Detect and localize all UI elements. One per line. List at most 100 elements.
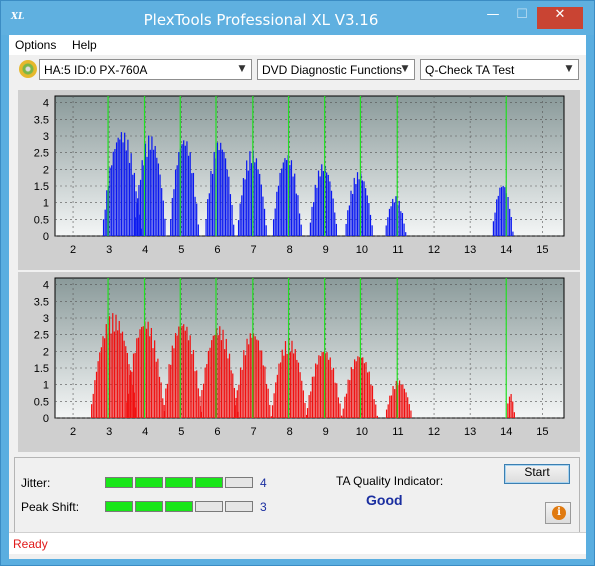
histogram-bar — [295, 193, 297, 236]
y-tick-label: 3 — [43, 131, 49, 143]
histogram-bar — [400, 211, 402, 236]
histogram-bar — [271, 405, 274, 418]
histogram-bar — [163, 404, 165, 418]
histogram-bar — [298, 213, 301, 236]
histogram-bar — [344, 396, 346, 418]
title-bar[interactable]: XL PlexTools Professional XL V3.16 — ☐ ✕ — [1, 1, 594, 35]
x-tick-label: 7 — [250, 426, 256, 438]
histogram-bar — [143, 165, 145, 236]
histogram-bar — [508, 396, 511, 418]
histogram-bar — [207, 350, 210, 418]
histogram-bar — [329, 181, 331, 236]
y-tick-label: 4 — [43, 280, 49, 292]
histogram-bar — [159, 174, 161, 236]
histogram-bar — [352, 193, 354, 236]
histogram-bar — [504, 187, 506, 236]
histogram-bar — [181, 144, 183, 236]
histogram-bar — [297, 362, 300, 418]
info-button[interactable]: i — [545, 502, 571, 524]
maximize-button[interactable]: ☐ — [516, 7, 528, 22]
histogram-bar — [100, 347, 102, 418]
menu-bar: Options Help — [9, 35, 586, 55]
histogram-bar — [91, 404, 93, 418]
histogram-bar — [105, 324, 107, 418]
histogram-bar — [331, 369, 333, 418]
histogram-bar — [207, 199, 209, 236]
x-tick-label: 8 — [287, 244, 293, 256]
histogram-bar — [231, 204, 233, 236]
histogram-bar — [211, 173, 214, 236]
histogram-bar — [358, 179, 360, 236]
x-tick-label: 15 — [536, 244, 548, 256]
histogram-bar — [350, 190, 352, 236]
drive-select[interactable]: HA:5 ID:0 PX-760A ▼ — [39, 59, 252, 80]
y-tick-label: 0 — [43, 231, 49, 243]
histogram-bar — [291, 340, 293, 418]
histogram-bar — [387, 404, 389, 418]
jitter-meter-segment — [135, 477, 163, 488]
y-tick-label: 1.5 — [34, 181, 49, 193]
histogram-bar — [507, 403, 509, 418]
histogram-bar — [397, 385, 399, 418]
histogram-bar — [512, 231, 514, 236]
histogram-bar — [358, 357, 361, 418]
histogram-bar — [263, 208, 266, 236]
histogram-bar — [176, 335, 178, 418]
minimize-button[interactable]: — — [486, 7, 500, 22]
histogram-bar — [192, 349, 195, 418]
histogram-bar — [119, 139, 121, 236]
test-select[interactable]: Q-Check TA Test ▼ — [420, 59, 579, 80]
histogram-bar — [327, 174, 329, 236]
histogram-bar — [314, 184, 316, 236]
histogram-bar — [390, 395, 393, 418]
histogram-bar — [191, 354, 193, 418]
histogram-bar — [176, 165, 178, 236]
histogram-bar — [171, 345, 173, 418]
histogram-bar — [262, 196, 264, 236]
histogram-bar — [324, 353, 326, 418]
x-tick-label: 8 — [287, 426, 293, 438]
histogram-bar — [403, 223, 405, 236]
histogram-bar — [173, 348, 175, 418]
histogram-bar — [192, 172, 195, 236]
histogram-bar — [332, 198, 334, 236]
function-select[interactable]: DVD Diagnostic Functions ▼ — [257, 59, 415, 80]
histogram-bar — [113, 331, 115, 418]
x-tick-label: 4 — [142, 244, 148, 256]
histogram-bar — [507, 197, 509, 236]
histogram-bar — [221, 149, 223, 236]
histogram-bar — [319, 176, 321, 236]
histogram-bar — [500, 187, 503, 236]
histogram-bar — [146, 156, 148, 236]
histogram-bar — [97, 361, 99, 418]
histogram-bar — [400, 384, 402, 418]
histogram-bar — [170, 219, 172, 236]
start-button[interactable]: Start — [504, 464, 570, 484]
menu-help[interactable]: Help — [72, 38, 97, 52]
histogram-bar — [322, 171, 325, 236]
histogram-bar — [304, 402, 306, 418]
close-button[interactable]: ✕ — [537, 7, 583, 29]
histogram-bar — [341, 415, 343, 418]
histogram-bar — [237, 220, 240, 236]
menu-options[interactable]: Options — [15, 38, 57, 52]
histogram-bar — [302, 390, 304, 418]
client-area: Options Help HA:5 ID:0 PX-760A ▼ DVD Dia… — [9, 35, 586, 559]
histogram-bar — [270, 416, 273, 418]
histogram-bar — [152, 348, 154, 418]
histogram-bar — [316, 187, 318, 236]
histogram-bar — [191, 173, 193, 236]
jitter-value: 4 — [260, 476, 267, 490]
histogram-bar — [375, 404, 377, 418]
histogram-bar — [92, 393, 94, 418]
status-text: Ready — [13, 537, 48, 551]
histogram-bar — [389, 395, 391, 418]
histogram-bar — [353, 177, 355, 236]
histogram-bar — [361, 180, 363, 236]
histogram-bar — [217, 335, 219, 418]
histogram-bar — [285, 160, 288, 236]
peak-shift-meter-segment — [225, 501, 253, 512]
histogram-bar — [345, 223, 347, 236]
histogram-bar — [178, 326, 180, 418]
histogram-bar — [360, 357, 362, 418]
